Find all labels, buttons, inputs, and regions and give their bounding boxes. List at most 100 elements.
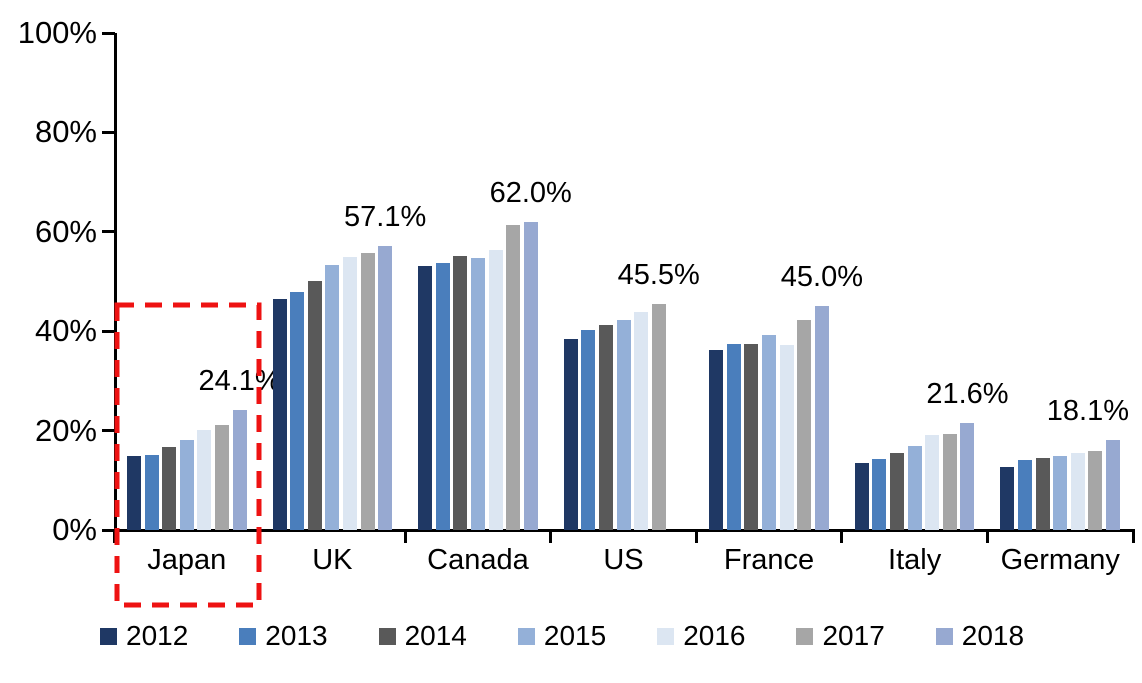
- legend-label-2015: 2015: [543, 620, 607, 651]
- bar-canada-2013: [435, 263, 450, 530]
- y-tick-label-20%: 20%: [34, 412, 97, 448]
- legend-swatch-2017: [796, 627, 814, 645]
- x-label-uk: UK: [312, 544, 353, 576]
- bar-germany-2013: [1018, 460, 1033, 530]
- x-axis-line: [112, 529, 1135, 532]
- bar-japan-2018: [232, 410, 247, 530]
- legend: 2012 2013 2014 2015 2016 2017 2018: [100, 619, 1024, 653]
- bar-uk-2018: [378, 246, 393, 530]
- bar-italy-2014: [890, 452, 905, 530]
- bar-italy-2013: [872, 459, 887, 530]
- bar-japan-2014: [162, 447, 177, 530]
- x-tick: [112, 530, 116, 543]
- x-tick: [1131, 530, 1135, 543]
- x-tick: [694, 530, 698, 543]
- x-label-germany: Germany: [1000, 544, 1120, 576]
- bar-germany-2014: [1035, 458, 1050, 530]
- bar-italy-2015: [907, 445, 922, 530]
- bar-group-germany: 18.1%: [987, 33, 1133, 530]
- legend-item-2017: 2017: [796, 619, 885, 653]
- legend-label-2018: 2018: [961, 620, 1025, 651]
- bar-italy-2018: [960, 422, 975, 530]
- legend-item-2015: 2015: [517, 619, 607, 653]
- bar-france-2018: [814, 306, 829, 530]
- bar-group-japan: 24.1%: [114, 33, 281, 530]
- x-label-japan: Japan: [147, 544, 227, 576]
- bar-germany-2016: [1070, 453, 1085, 530]
- bar-group-france: 45.0%: [696, 33, 863, 530]
- y-tick-label-100%: 100%: [17, 15, 97, 50]
- x-tick: [985, 530, 989, 543]
- bar-italy-2012: [854, 463, 869, 530]
- bar-us-2014: [598, 324, 613, 530]
- bar-germany-2012: [1000, 467, 1015, 530]
- bar-france-2016: [779, 344, 794, 530]
- x-label-canada: Canada: [427, 544, 529, 576]
- x-tick: [840, 530, 844, 543]
- bar-uk-2017: [360, 253, 375, 530]
- bar-canada-2017: [506, 224, 521, 530]
- bar-germany-2018: [1106, 440, 1121, 530]
- y-tick-60%: [102, 230, 115, 234]
- y-tick-label-80%: 80%: [34, 114, 97, 150]
- legend-label-2014: 2014: [404, 620, 467, 651]
- bar-japan-2016: [197, 429, 212, 530]
- data-label-canada: 62.0%: [489, 176, 572, 209]
- x-label-france: France: [723, 544, 815, 576]
- y-tick-label-0%: 0%: [52, 512, 97, 547]
- legend-swatch-2012: [100, 627, 117, 645]
- legend-swatch-2014: [378, 627, 396, 645]
- bar-group-italy: 21.6%: [842, 33, 1009, 530]
- bar-us-2013: [581, 329, 596, 530]
- bar-group-us: 45.5%: [551, 33, 700, 530]
- bar-uk-2014: [307, 281, 322, 530]
- bar-canada-2014: [453, 256, 468, 530]
- bar-france-2013: [726, 343, 741, 530]
- bar-france-2015: [762, 335, 777, 530]
- bar-uk-2013: [290, 291, 305, 530]
- bar-uk-2012: [272, 298, 287, 530]
- bar-canada-2015: [470, 258, 485, 530]
- bar-germany-2015: [1053, 456, 1068, 530]
- bar-us-2016: [634, 311, 649, 530]
- plot-area: 24.1% 57.1% 62.0% 45.5% 45.0% 21.6% 18.1%: [114, 33, 1133, 530]
- legend-item-2016: 2016: [657, 619, 745, 653]
- bar-france-2012: [709, 350, 724, 530]
- y-tick-80%: [102, 130, 115, 134]
- legend-label-2016: 2016: [683, 620, 746, 651]
- y-tick-100%: [102, 31, 115, 35]
- bar-japan-2012: [127, 455, 141, 530]
- x-tick: [403, 530, 407, 543]
- data-label-us: 45.5%: [617, 258, 700, 291]
- legend-swatch-2015: [517, 627, 535, 645]
- bar-italy-2016: [925, 435, 940, 530]
- y-tick-label-40%: 40%: [34, 313, 97, 349]
- data-label-france: 45.0%: [780, 261, 863, 294]
- legend-item-2018: 2018: [935, 619, 1025, 653]
- bar-group-uk: 57.1%: [260, 33, 426, 530]
- bar-canada-2012: [418, 266, 433, 530]
- y-tick-label-60%: 60%: [34, 213, 97, 249]
- x-tick: [549, 530, 553, 543]
- bar-france-2014: [744, 343, 759, 530]
- bar-canada-2018: [523, 221, 538, 530]
- data-label-uk: 57.1%: [344, 201, 427, 234]
- bar-us-2017: [651, 303, 666, 530]
- data-label-italy: 21.6%: [926, 377, 1009, 410]
- legend-item-2014: 2014: [378, 619, 467, 653]
- y-tick-20%: [102, 429, 115, 433]
- bar-japan-2013: [144, 455, 159, 530]
- bar-us-2015: [616, 319, 631, 530]
- legend-label-2017: 2017: [822, 620, 885, 651]
- bar-japan-2015: [179, 439, 194, 530]
- y-tick-0%: [102, 528, 115, 532]
- legend-label-2013: 2013: [265, 620, 328, 651]
- bar-france-2017: [797, 319, 812, 530]
- bar-uk-2015: [325, 265, 340, 530]
- legend-item-2013: 2013: [239, 619, 328, 653]
- y-tick-40%: [102, 329, 115, 333]
- legend-swatch-2018: [935, 627, 953, 645]
- x-label-italy: Italy: [888, 544, 942, 576]
- legend-item-2012: 2012: [100, 619, 188, 653]
